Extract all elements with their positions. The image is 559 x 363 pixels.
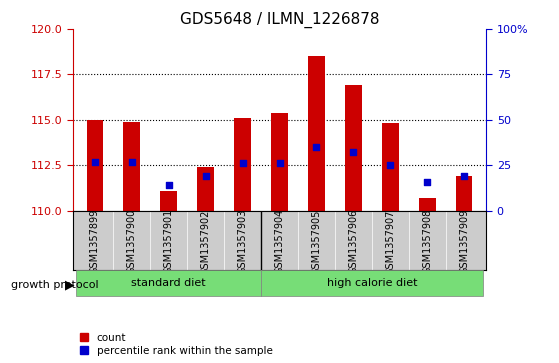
- Point: [164, 182, 173, 188]
- Bar: [456, 176, 472, 211]
- Bar: [197, 167, 214, 211]
- Point: [275, 160, 284, 166]
- Point: [91, 159, 100, 164]
- Title: GDS5648 / ILMN_1226878: GDS5648 / ILMN_1226878: [180, 12, 379, 28]
- Text: high calorie diet: high calorie diet: [326, 278, 417, 288]
- Text: standard diet: standard diet: [131, 278, 206, 288]
- Bar: [261, 270, 482, 296]
- Point: [201, 173, 210, 179]
- Bar: [345, 85, 362, 211]
- Point: [312, 144, 321, 150]
- Bar: [382, 123, 399, 211]
- Bar: [160, 191, 177, 211]
- Point: [127, 159, 136, 164]
- Point: [423, 179, 432, 184]
- Bar: [124, 122, 140, 211]
- Bar: [234, 118, 251, 211]
- Text: growth protocol: growth protocol: [11, 280, 99, 290]
- Bar: [87, 120, 103, 211]
- Bar: [419, 198, 435, 211]
- Point: [238, 160, 247, 166]
- Point: [349, 150, 358, 155]
- Legend: count, percentile rank within the sample: count, percentile rank within the sample: [78, 330, 274, 358]
- Point: [386, 162, 395, 168]
- Point: [459, 173, 468, 179]
- Bar: [271, 113, 288, 211]
- Bar: [308, 56, 325, 211]
- Bar: [77, 270, 261, 296]
- Text: ▶: ▶: [65, 278, 75, 291]
